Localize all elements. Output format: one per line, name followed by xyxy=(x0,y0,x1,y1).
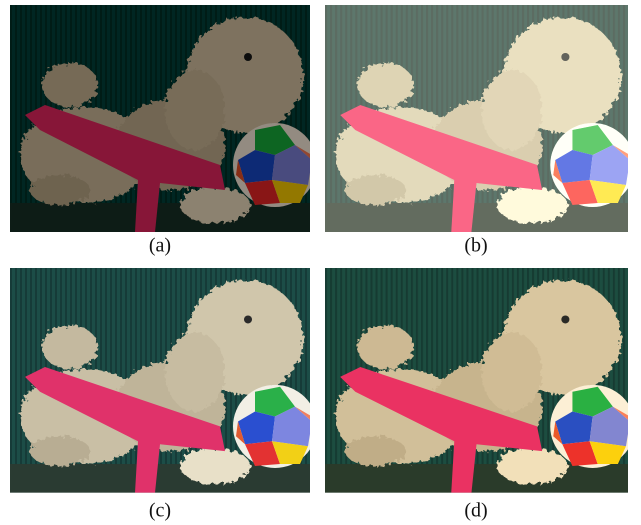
photo xyxy=(325,5,635,232)
caption: (d) xyxy=(464,500,487,522)
caption: (b) xyxy=(464,235,487,257)
caption: (c) xyxy=(149,500,171,522)
figure: (a) (b) (c) (d) xyxy=(0,0,641,525)
photo xyxy=(325,268,635,493)
caption: (a) xyxy=(149,235,171,257)
photo xyxy=(10,5,317,232)
photo xyxy=(10,268,317,493)
